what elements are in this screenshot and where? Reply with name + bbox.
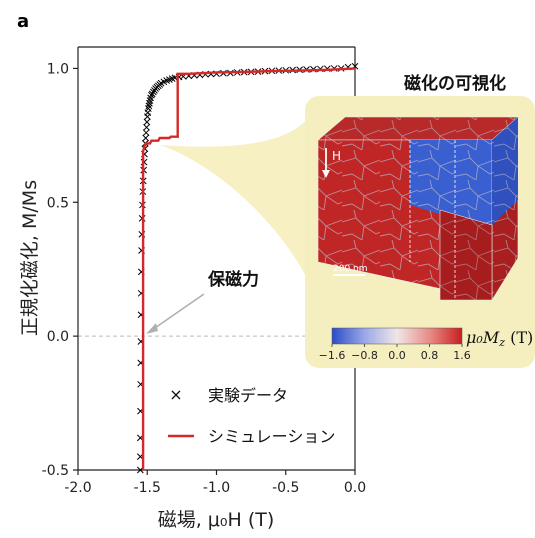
panel-label: a xyxy=(17,11,29,32)
colorbar-tick-label: 0.8 xyxy=(421,349,439,362)
inset-title: 磁化の可視化 xyxy=(404,73,506,94)
y-tick-label: 1.0 xyxy=(47,61,69,77)
data-point xyxy=(142,134,150,142)
data-point xyxy=(146,99,153,107)
x-tick-label: -0.5 xyxy=(272,480,299,496)
x-tick-label: 0.0 xyxy=(344,480,366,496)
y-tick-label: 0.5 xyxy=(47,195,69,211)
legend-label-simulation: シミュレーション xyxy=(208,427,335,446)
x-tick-label: -2.0 xyxy=(64,480,91,496)
legend: × 実験データ シミュレーション xyxy=(168,385,335,446)
y-tick-label: -0.5 xyxy=(42,463,69,479)
field-label: H xyxy=(332,149,341,163)
simulation-series-line xyxy=(141,67,356,470)
inset-callout xyxy=(160,115,310,285)
colorbar-ticks: −1.6 −0.8 0.0 0.8 1.6 xyxy=(319,344,471,362)
data-point xyxy=(145,102,153,110)
colorbar-tick-label: 1.6 xyxy=(453,349,471,362)
legend-marker-experiment: × xyxy=(169,385,182,404)
inset-panel: 磁化の可視化 H 200 nm μ₀Mz (T) −1. xyxy=(305,73,535,368)
data-point xyxy=(148,90,156,98)
field-direction-marker: H xyxy=(322,148,341,178)
y-axis-ticks: -0.5 0.0 0.5 1.0 xyxy=(42,61,78,479)
y-axis-label: 正規化磁化, M/Ms xyxy=(19,180,41,336)
x-tick-label: -1.5 xyxy=(134,480,161,496)
data-point xyxy=(146,97,154,104)
colorbar-tick-label: 0.0 xyxy=(388,349,406,362)
x-axis-label: 磁場, μ₀H (T) xyxy=(158,509,275,531)
x-tick-label: -1.0 xyxy=(203,480,230,496)
coercivity-annotation: 保磁力 xyxy=(207,269,259,290)
legend-label-experiment: 実験データ xyxy=(208,386,288,405)
scale-bar: 200 nm xyxy=(333,264,368,276)
data-point xyxy=(142,129,150,137)
y-tick-label: 0.0 xyxy=(47,329,69,345)
colorbar-label: μ₀Mz (T) xyxy=(466,328,533,349)
colorbar-tick-label: −1.6 xyxy=(319,349,346,362)
colorbar-tick-label: −0.8 xyxy=(351,349,378,362)
data-point xyxy=(145,105,152,112)
data-point xyxy=(143,118,151,126)
data-point xyxy=(143,123,150,131)
scale-bar-label: 200 nm xyxy=(333,264,368,274)
magnetization-cube xyxy=(317,116,519,302)
colorbar xyxy=(331,327,463,345)
x-axis-ticks: -2.0 -1.5 -1.0 -0.5 0.0 xyxy=(64,470,366,496)
coercivity-arrowhead xyxy=(146,323,158,334)
coercivity-arrow xyxy=(151,293,205,331)
